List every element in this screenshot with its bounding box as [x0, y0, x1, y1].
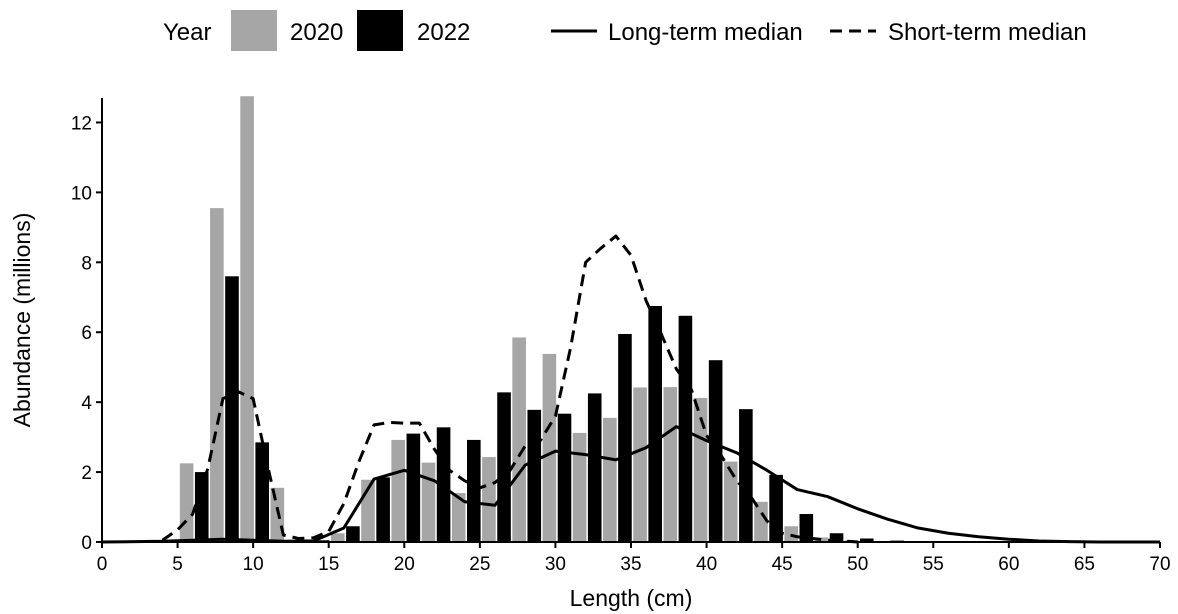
bar-2022-40.6 — [708, 360, 723, 542]
x-tick-label: 45 — [772, 554, 793, 575]
legend-label-long-term: Long-term median — [608, 19, 803, 46]
x-tick-label: 40 — [696, 554, 717, 575]
bar-2022-42.6 — [739, 409, 753, 542]
bar-2022-38.6 — [678, 315, 693, 542]
y-axis-title: Abundance (millions) — [9, 213, 35, 428]
bar-2020-33.6 — [603, 417, 617, 542]
bar-2022-44.6 — [769, 474, 783, 542]
bar-2022-16.6 — [346, 526, 360, 542]
bar-2022-24.6 — [467, 439, 481, 542]
x-tick-label: 10 — [243, 554, 264, 575]
legend-label-short-term: Short-term median — [888, 19, 1087, 46]
legend: Year 2020 2022 Long-term median Short-te… — [163, 10, 1087, 51]
legend-label-2022: 2022 — [417, 19, 470, 46]
x-tick-label: 65 — [1074, 554, 1095, 575]
bar-2020-5.6 — [179, 463, 194, 542]
x-ticks: 0 5 10 15 20 25 30 35 40 45 50 55 60 65 70 — [97, 542, 1171, 575]
x-axis-title: Length (cm) — [570, 585, 693, 611]
y-tick-label: 12 — [71, 113, 92, 134]
legend-title: Year — [163, 19, 212, 46]
bar-2020-9.6 — [240, 96, 254, 542]
y-tick-label: 2 — [81, 463, 92, 484]
y-tick-label: 0 — [81, 533, 92, 554]
bars-2022 — [194, 276, 904, 542]
bar-2022-18.6 — [376, 477, 390, 542]
x-tick-label: 20 — [394, 554, 415, 575]
bar-2020-27.6 — [512, 337, 526, 542]
bar-2020-35.6 — [633, 387, 647, 542]
bar-2022-6.6 — [194, 472, 209, 542]
bar-2022-46.6 — [799, 514, 814, 542]
bar-2020-39.6 — [693, 397, 708, 542]
y-tick-label: 6 — [81, 323, 92, 344]
y-tick-label: 10 — [71, 183, 92, 204]
bar-2022-50.6 — [859, 538, 874, 542]
x-tick-label: 70 — [1149, 554, 1170, 575]
bar-2022-20.6 — [406, 433, 421, 542]
legend-swatch-2022 — [357, 10, 403, 51]
bar-2020-43.6 — [754, 501, 768, 542]
x-tick-label: 5 — [172, 554, 183, 575]
bar-2020-7.6 — [210, 208, 224, 542]
bars-2020 — [179, 96, 859, 542]
x-tick-label: 0 — [97, 554, 108, 575]
bar-2020-23.6 — [451, 493, 466, 542]
legend-label-2020: 2020 — [290, 19, 343, 46]
bar-2020-31.6 — [572, 432, 587, 542]
bar-2020-25.6 — [482, 457, 496, 542]
x-tick-label: 30 — [545, 554, 566, 575]
bar-2020-15.6 — [330, 533, 345, 542]
y-tick-label: 4 — [81, 393, 92, 414]
x-tick-label: 25 — [469, 554, 490, 575]
y-tick-label: 8 — [81, 253, 92, 274]
x-tick-label: 60 — [998, 554, 1019, 575]
bar-2022-32.6 — [587, 393, 602, 542]
x-tick-label: 55 — [923, 554, 944, 575]
bar-2022-34.6 — [618, 333, 632, 542]
x-tick-label: 35 — [620, 554, 641, 575]
bar-2022-36.6 — [648, 306, 662, 542]
bar-2020-21.6 — [421, 462, 436, 542]
bar-2020-19.6 — [391, 439, 406, 542]
x-tick-label: 15 — [318, 554, 339, 575]
bar-2022-8.6 — [225, 276, 239, 542]
bar-2020-41.6 — [723, 461, 738, 542]
short-term-median-line — [161, 234, 858, 544]
bar-2022-26.6 — [497, 392, 511, 542]
bar-2022-10.6 — [255, 442, 270, 542]
bar-2022-48.6 — [829, 533, 844, 542]
bar-2020-47.6 — [814, 537, 829, 542]
bar-2022-28.6 — [527, 409, 542, 542]
x-tick-label: 50 — [847, 554, 868, 575]
bar-2020-29.6 — [542, 353, 557, 542]
bar-2020-37.6 — [663, 387, 678, 542]
y-ticks: 0 2 4 6 8 10 12 — [71, 113, 102, 554]
bar-2022-30.6 — [557, 413, 572, 542]
legend-swatch-2020 — [231, 10, 277, 51]
